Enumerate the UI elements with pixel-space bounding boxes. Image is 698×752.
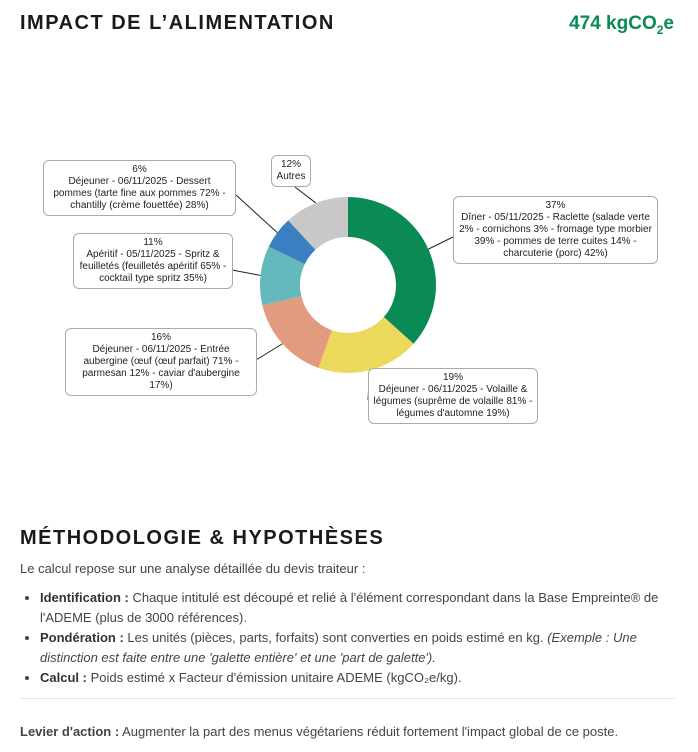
slice-percent: 37% <box>545 200 566 211</box>
donut-slice-4[interactable] <box>268 220 316 265</box>
slice-label-5: 12% Autres <box>271 155 311 187</box>
item-example: (Exemple : Une distinction est faite ent… <box>40 630 637 665</box>
slice-description: Déjeuner - 06/11/2025 - Entrée aubergine… <box>82 344 240 391</box>
slice-percent: 12% <box>280 159 301 170</box>
leader-line <box>294 186 317 204</box>
methodology-intro: Le calcul repose sur une analyse détaill… <box>20 561 366 576</box>
leader-line <box>235 194 278 233</box>
total-suffix: e <box>663 13 674 34</box>
list-item: Pondération : Les unités (pièces, parts,… <box>40 628 680 668</box>
list-item: Calcul : Poids estimé x Facteur d'émissi… <box>40 668 680 688</box>
slice-description: Déjeuner - 06/11/2025 - Volaille & légum… <box>373 384 533 419</box>
total-emissions: 474 kgCO2e <box>569 13 674 37</box>
slice-percent: 6% <box>132 164 147 175</box>
slice-label-4: 6% Déjeuner - 06/11/2025 - Dessert pommes… <box>43 160 236 216</box>
donut-slice-5[interactable] <box>288 197 348 250</box>
item-label: Identification : <box>40 590 129 605</box>
slice-label-0: 37% Dîner - 05/11/2025 - Raclette (salade… <box>453 196 658 264</box>
item-label: Calcul : <box>40 670 87 685</box>
slice-label-3: 11% Apéritif - 05/11/2025 - Spritz & feui… <box>73 233 233 289</box>
donut-slice-2[interactable] <box>262 296 332 368</box>
lever-text: Augmenter la part des menus végétariens … <box>119 724 619 739</box>
slice-percent: 19% <box>442 372 463 383</box>
action-lever: Levier d'action : Augmenter la part des … <box>20 724 618 739</box>
item-text: Chaque intitulé est découpé et relié à l… <box>40 590 659 625</box>
slice-description: Apéritif - 05/11/2025 - Spritz & feuille… <box>79 249 227 284</box>
slice-description: Autres <box>276 171 306 182</box>
item-text: Poids estimé x Facteur d'émission unitai… <box>86 670 462 685</box>
donut-chart <box>231 186 454 401</box>
methodology-list: Identification : Chaque intitulé est déc… <box>20 588 680 688</box>
donut-slice-3[interactable] <box>260 246 305 306</box>
item-label: Pondération : <box>40 630 124 645</box>
leader-line <box>428 236 454 250</box>
slice-description: Déjeuner - 06/11/2025 - Dessert pommes (… <box>53 176 226 211</box>
list-item: Identification : Chaque intitulé est déc… <box>40 588 680 628</box>
slice-label-2: 16% Déjeuner - 06/11/2025 - Entrée auberg… <box>65 328 257 396</box>
donut-slice-1[interactable] <box>318 317 414 374</box>
leader-line <box>231 269 261 276</box>
methodology-title: MÉTHODOLOGIE & HYPOTHÈSES <box>20 527 385 549</box>
total-value: 474 kgCO <box>569 13 657 34</box>
leader-line <box>255 343 283 361</box>
lever-label: Levier d'action : <box>20 724 120 739</box>
slice-description: Dîner - 05/11/2025 - Raclette (salade ve… <box>459 212 652 259</box>
slice-percent: 11% <box>143 237 163 248</box>
total-sub: 2 <box>656 22 664 37</box>
slice-label-1: 19% Déjeuner - 06/11/2025 - Volaille & lé… <box>368 368 538 424</box>
divider <box>20 698 675 699</box>
slice-percent: 16% <box>150 332 171 343</box>
page-title: IMPACT DE L’ALIMENTATION <box>20 12 335 34</box>
donut-slice-0[interactable] <box>348 197 436 344</box>
item-text: Les unités (pièces, parts, forfaits) son… <box>123 630 548 645</box>
